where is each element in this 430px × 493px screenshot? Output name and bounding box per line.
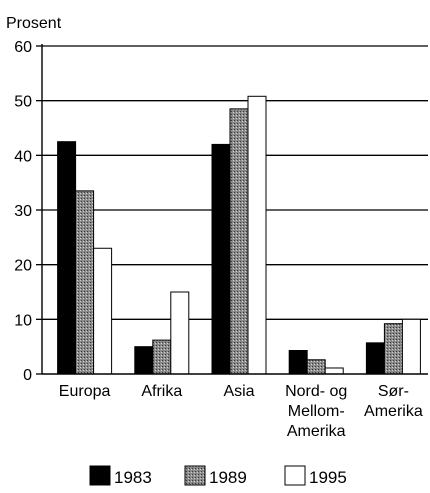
bar-1995 [247, 95, 267, 375]
bar-1983 [365, 342, 385, 375]
bar-1989 [152, 339, 172, 375]
bar-1989 [306, 359, 326, 375]
legend-swatch-1989 [184, 465, 206, 486]
axes [36, 44, 428, 375]
bar-1983 [211, 143, 231, 375]
legend: 1983 1989 1995 [89, 465, 347, 487]
x-category-label: Europa [59, 383, 111, 400]
bars [57, 95, 421, 375]
bar-1989 [229, 108, 249, 375]
y-tick-label: 30 [14, 203, 32, 220]
bar-1983 [288, 349, 308, 375]
bar-1989 [383, 323, 403, 375]
y-tick-label: 20 [14, 258, 32, 275]
y-tick-label: 60 [14, 39, 32, 56]
legend-label: 1989 [209, 468, 247, 487]
y-tick-label: 0 [23, 367, 32, 384]
x-category-label: Nord- og [285, 383, 347, 400]
legend-swatch-1983 [89, 465, 111, 486]
bar-1995 [401, 318, 421, 375]
legend-label: 1995 [309, 468, 347, 487]
y-axis-label: Prosent [6, 15, 62, 32]
bar-1995 [170, 291, 190, 375]
x-category-label: Amerika [287, 423, 346, 440]
bar-1995 [93, 247, 113, 375]
x-category-label: Amerika [364, 403, 423, 420]
bar-1989 [75, 190, 95, 375]
legend-swatch-1995 [284, 465, 306, 486]
bar-1983 [57, 141, 77, 375]
bar-1983 [134, 346, 154, 375]
y-tick-label: 40 [14, 148, 32, 165]
legend-label: 1983 [114, 468, 152, 487]
x-category-label: Sør- [378, 383, 409, 400]
y-tick-label: 50 [14, 94, 32, 111]
bar-1995 [324, 367, 344, 375]
x-category-label: Afrika [141, 383, 182, 400]
x-category-label: Asia [223, 383, 254, 400]
y-tick-labels: 0 10 20 30 40 50 60 [14, 39, 32, 384]
x-category-labels: Europa Afrika Asia Nord- og Mellom- Amerika Sø… [59, 383, 423, 440]
y-tick-label: 10 [14, 312, 32, 329]
x-category-label: Mellom- [288, 403, 345, 420]
